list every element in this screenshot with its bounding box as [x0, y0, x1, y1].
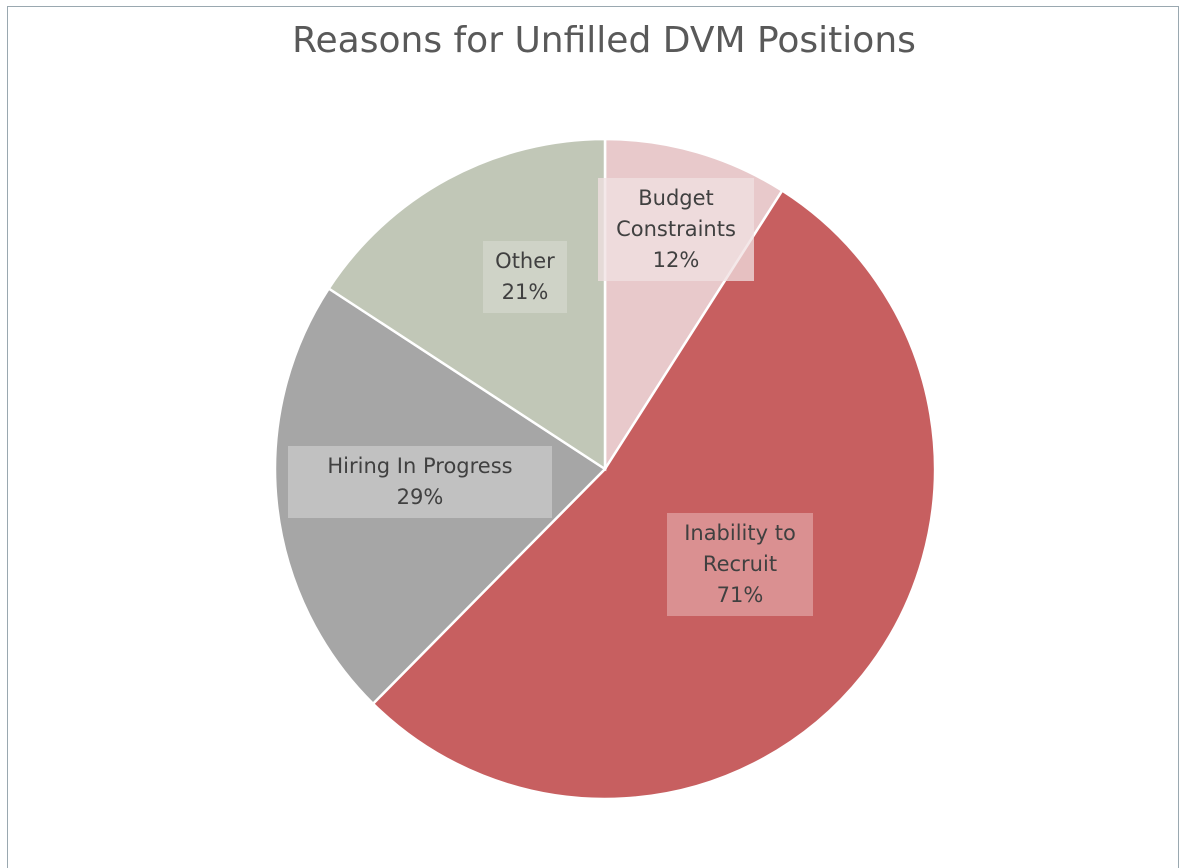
data-label: Budget — [638, 186, 714, 210]
data-label: Constraints — [616, 217, 736, 241]
data-label: Hiring In Progress — [327, 454, 512, 478]
data-label: 12% — [653, 248, 700, 272]
data-label: 21% — [502, 280, 549, 304]
data-label: Recruit — [703, 552, 777, 576]
data-label: 71% — [717, 583, 764, 607]
data-label: 29% — [397, 485, 444, 509]
data-label: Other — [495, 249, 555, 273]
data-label: Inability to — [684, 521, 796, 545]
